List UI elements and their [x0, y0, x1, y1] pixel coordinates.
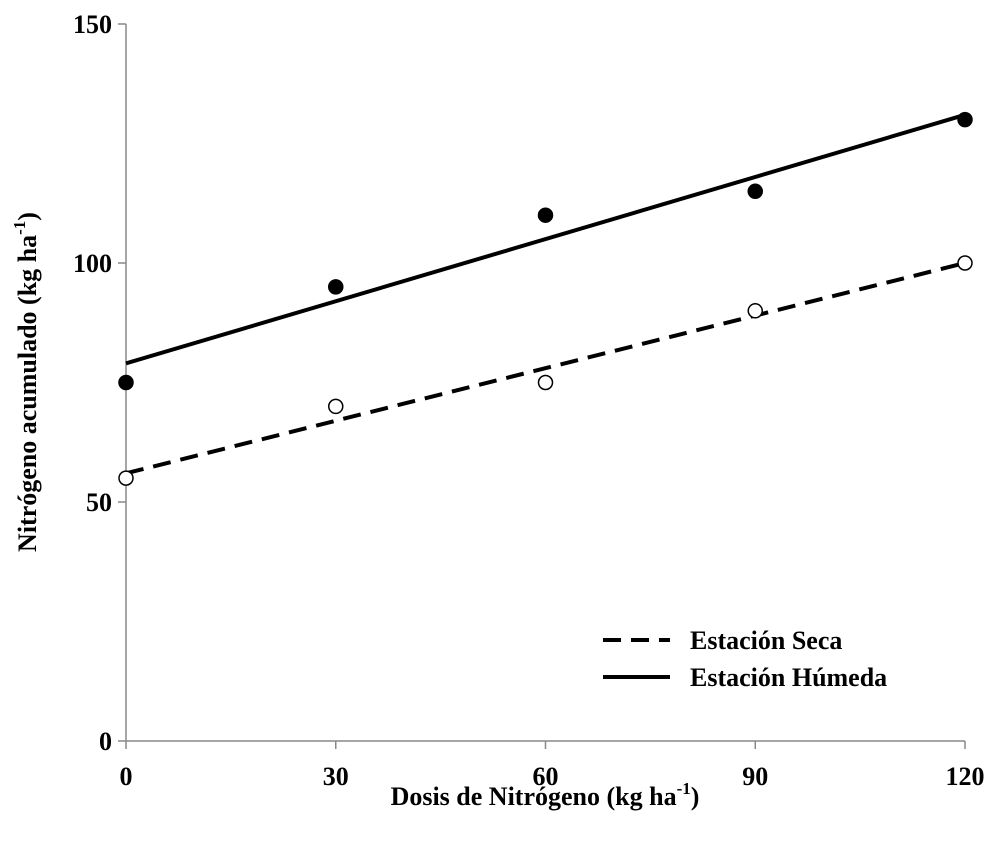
data-point-0-3 [747, 303, 763, 319]
y-tick-label: 50 [86, 488, 112, 517]
data-point-1-1 [328, 279, 344, 295]
data-point-1-4 [957, 111, 973, 128]
y-ticks: 0 50 100 150 [73, 10, 126, 756]
data-point-0-2 [537, 374, 554, 391]
data-point-0-0 [118, 470, 134, 486]
trend-line-0 [125, 261, 966, 476]
y-tick-label: 100 [73, 249, 112, 278]
x-tick-label: 120 [946, 762, 985, 791]
data-point-1-3 [747, 183, 763, 200]
x-tick-label: 90 [742, 762, 768, 791]
data-point-0-4 [957, 255, 973, 271]
y-axis-title-text: Nitrógeno acumulado (kg ha [13, 235, 42, 552]
y-axis-title-sup: -1 [10, 221, 29, 235]
x-axis-title-text: Dosis de Nitrógeno (kg ha [391, 782, 677, 811]
data-point-0-1 [328, 398, 344, 415]
data-points [118, 111, 973, 486]
x-tick-label: 0 [120, 762, 133, 791]
x-axis-title-end: ) [691, 782, 700, 811]
x-tick-label: 60 [533, 762, 559, 791]
y-axis-title: Nitrógeno acumulado (kg ha-1) [10, 212, 42, 552]
y-axis-title-end: ) [13, 212, 42, 221]
trend-lines [125, 112, 966, 476]
legend-label-seca: Estación Seca [690, 626, 842, 655]
x-ticks: 0 30 60 90 120 [120, 741, 985, 791]
x-axis-title: Dosis de Nitrógeno (kg ha-1) [391, 779, 700, 811]
data-point-1-2 [537, 207, 554, 223]
x-axis-title-sup: -1 [677, 779, 691, 798]
data-point-1-0 [118, 374, 134, 391]
y-tick-label: 150 [73, 10, 112, 39]
trend-line-1 [125, 112, 966, 366]
legend-label-humeda: Estación Húmeda [690, 663, 887, 692]
legend: Estación Seca Estación Húmeda [603, 626, 887, 692]
x-tick-label: 30 [323, 762, 349, 791]
y-tick-label: 0 [99, 727, 112, 756]
